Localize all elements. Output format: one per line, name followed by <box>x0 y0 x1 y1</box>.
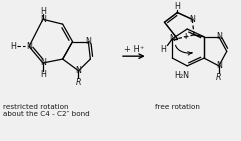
Text: N: N <box>189 15 195 24</box>
Text: N: N <box>86 37 91 46</box>
Text: N: N <box>216 61 222 70</box>
Text: H: H <box>40 7 46 16</box>
Text: H: H <box>174 2 180 11</box>
Text: H: H <box>40 70 46 79</box>
Text: N: N <box>169 34 175 43</box>
Text: N: N <box>40 59 46 67</box>
Text: R: R <box>216 73 222 82</box>
Text: N: N <box>26 42 32 51</box>
Text: N: N <box>75 66 81 75</box>
Text: H₂N: H₂N <box>174 71 189 80</box>
Text: + H⁺: + H⁺ <box>124 45 144 54</box>
Text: N: N <box>40 15 46 24</box>
Text: N: N <box>216 32 222 41</box>
Text: restricted rotation: restricted rotation <box>3 104 69 110</box>
Text: about the C4 - C2″ bond: about the C4 - C2″ bond <box>3 112 90 117</box>
Text: +: + <box>182 32 188 41</box>
Text: H: H <box>161 45 167 54</box>
Text: free rotation: free rotation <box>155 104 200 110</box>
Text: H: H <box>10 42 16 51</box>
Text: R: R <box>76 78 81 87</box>
